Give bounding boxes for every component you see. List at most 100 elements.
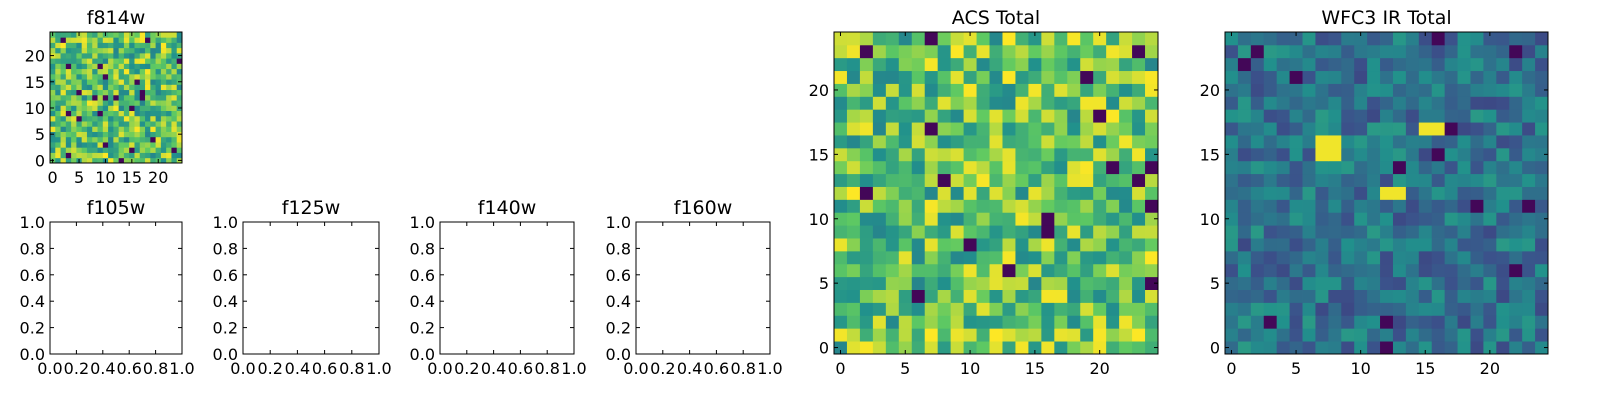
heatmap-cell: [1237, 32, 1252, 46]
heatmap-cell: [885, 160, 900, 175]
heatmap-cell: [1237, 70, 1252, 84]
heatmap-cell: [1289, 250, 1303, 265]
heatmap-cell: [1535, 225, 1549, 239]
heatmap-cell: [976, 238, 990, 252]
heatmap-cell: [1276, 32, 1290, 46]
heatmap-cell: [76, 105, 83, 111]
y-tick-label: 0.4: [20, 292, 45, 311]
heatmap-cell: [1237, 96, 1252, 110]
heatmap-cell: [108, 121, 114, 127]
y-tick-label: 1.0: [213, 213, 238, 232]
heatmap-cell: [123, 47, 130, 54]
heatmap-cell: [1067, 109, 1081, 123]
heatmap-cell: [1067, 212, 1081, 226]
heatmap-cell: [834, 135, 848, 149]
x-tick-label: 10: [1350, 359, 1370, 378]
heatmap-cell: [1250, 70, 1265, 84]
heatmap-cell: [1002, 186, 1016, 200]
heatmap-cell: [97, 136, 104, 143]
heatmap-cell: [1315, 57, 1329, 72]
heatmap-cell: [1302, 302, 1316, 316]
heatmap-cell: [60, 152, 67, 159]
heatmap-cell: [1367, 315, 1381, 329]
heatmap-cell: [139, 121, 146, 127]
heatmap-cell: [65, 147, 72, 153]
heatmap-cell: [1145, 225, 1159, 239]
heatmap-cell: [1250, 212, 1265, 226]
heatmap-cell: [60, 94, 67, 101]
heatmap-cell: [1276, 315, 1290, 329]
heatmap-cell: [65, 79, 72, 85]
heatmap-cell: [123, 63, 130, 70]
heatmap-cell: [1315, 276, 1329, 290]
heatmap-cell: [134, 152, 141, 159]
heatmap-cell: [1522, 250, 1536, 265]
y-tick-label: 0.6: [20, 266, 45, 285]
heatmap-cell: [846, 186, 861, 200]
heatmap-cell: [55, 79, 61, 85]
heatmap-cell: [166, 121, 172, 127]
heatmap-cell: [1418, 315, 1433, 329]
heatmap-cell: [55, 32, 61, 38]
heatmap-cell: [1431, 44, 1446, 59]
heatmap-cell: [1535, 341, 1549, 355]
heatmap-cell: [71, 73, 77, 80]
heatmap-cell: [134, 58, 141, 64]
heatmap-cell: [1457, 122, 1471, 136]
heatmap-cell: [846, 250, 861, 265]
y-tick-label: 1.0: [410, 213, 435, 232]
heatmap-cell: [139, 52, 146, 59]
heatmap-cell: [1328, 302, 1342, 316]
heatmap-cell: [129, 126, 135, 132]
heatmap-cell: [150, 89, 156, 96]
heatmap-cell: [145, 79, 151, 85]
heatmap-cell: [155, 131, 162, 138]
heatmap-cell: [71, 42, 77, 49]
heatmap-cell: [1470, 83, 1484, 97]
heatmap-cell: [129, 47, 135, 54]
heatmap-cell: [1470, 328, 1484, 342]
heatmap-cell: [1145, 341, 1159, 355]
heatmap-cell: [1392, 147, 1407, 162]
heatmap-cell: [134, 121, 141, 127]
heatmap-cell: [1392, 212, 1407, 226]
heatmap-cell: [97, 68, 104, 75]
heatmap-cell: [898, 328, 913, 342]
heatmap-cell: [60, 110, 67, 117]
heatmap-cell: [1315, 135, 1329, 149]
heatmap-cell: [1263, 135, 1278, 149]
heatmap-cell: [1315, 263, 1329, 278]
heatmap-cell: [1405, 341, 1420, 355]
heatmap-cell: [1315, 96, 1329, 110]
heatmap-cell: [950, 122, 964, 136]
x-tick-label: 0.2: [64, 359, 89, 378]
x-tick-label: 0.0: [230, 359, 255, 378]
heatmap-cell: [1028, 122, 1042, 136]
heatmap-cell: [1431, 96, 1446, 110]
heatmap-cell: [1328, 109, 1342, 123]
heatmap-cell: [846, 160, 861, 175]
heatmap-cell: [1054, 186, 1068, 200]
heatmap-cell: [50, 147, 56, 153]
heatmap-cell: [166, 73, 172, 80]
heatmap-cell: [1106, 341, 1120, 355]
heatmap-cell: [911, 96, 926, 110]
heatmap-cell: [1093, 173, 1107, 187]
heatmap-cell: [1041, 83, 1055, 97]
heatmap-cell: [1444, 173, 1458, 187]
heatmap-cell: [1276, 250, 1290, 265]
heatmap-cell: [950, 96, 964, 110]
heatmap-cell: [872, 341, 887, 355]
heatmap-cell: [1367, 276, 1381, 290]
heatmap-cell: [924, 70, 939, 84]
panel-title: f125w: [282, 197, 341, 219]
heatmap-cell: [102, 105, 109, 111]
heatmap-cell: [1002, 263, 1016, 278]
x-tick-label: 0.6: [312, 359, 337, 378]
heatmap-cell: [166, 115, 172, 122]
heatmap-cell: [834, 32, 848, 46]
heatmap-cell: [976, 341, 990, 355]
heatmap-cell: [1328, 315, 1342, 329]
x-tick-label: 5: [1291, 359, 1301, 378]
heatmap-cell: [1015, 238, 1029, 252]
